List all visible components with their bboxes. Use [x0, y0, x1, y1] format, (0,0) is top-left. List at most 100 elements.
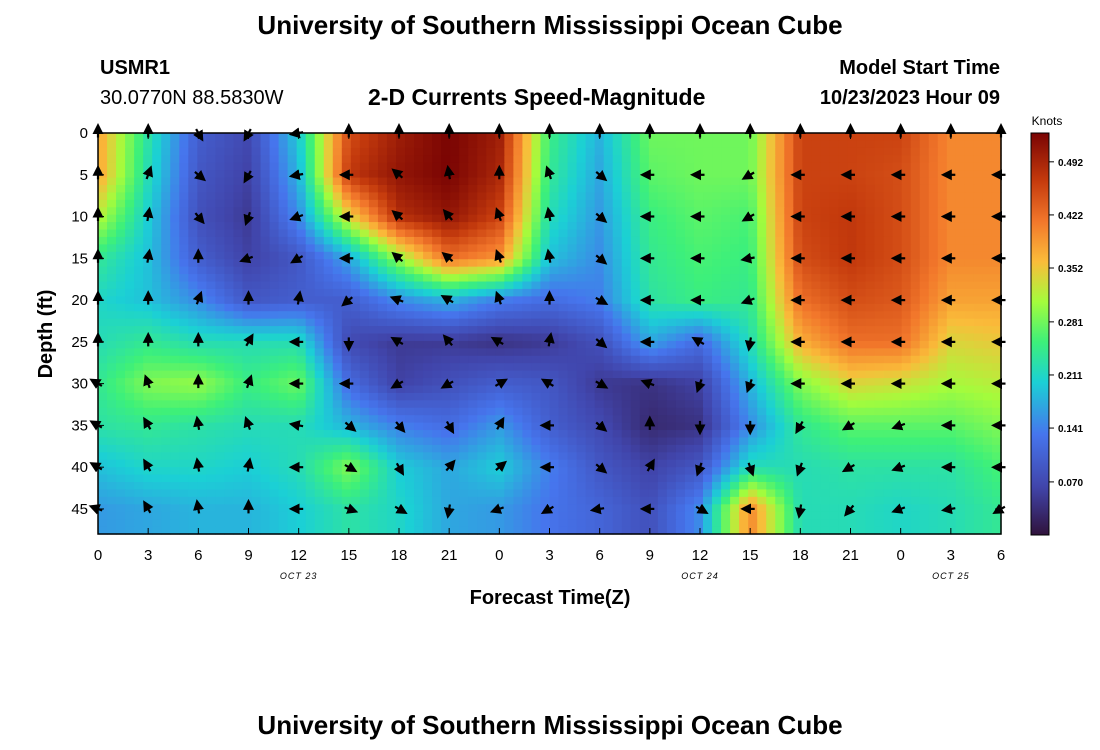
heatmap-cell — [414, 147, 424, 156]
heatmap-cell — [332, 162, 343, 171]
heatmap-cell — [883, 489, 894, 498]
heatmap-cell — [721, 155, 731, 164]
heatmap-cell — [757, 244, 767, 253]
heatmap-cell — [946, 147, 957, 156]
heatmap-cell — [856, 378, 867, 387]
heatmap-cell — [937, 274, 948, 283]
heatmap-cell — [657, 303, 668, 312]
heatmap-cell — [323, 288, 334, 297]
heatmap-cell — [928, 370, 939, 379]
heatmap-cell — [964, 177, 975, 186]
heatmap-cell — [730, 140, 740, 149]
heatmap-cell — [522, 170, 533, 179]
heatmap-cell — [314, 251, 325, 260]
heatmap-cell — [341, 355, 352, 364]
heatmap-cell — [531, 274, 542, 283]
heatmap-cell — [928, 318, 939, 327]
heatmap-cell — [188, 392, 198, 401]
heatmap-cell — [423, 407, 433, 416]
heatmap-cell — [937, 133, 948, 142]
heatmap-cell — [323, 482, 334, 491]
heatmap-cell — [269, 177, 280, 186]
heatmap-cell — [287, 363, 298, 372]
heatmap-cell — [287, 155, 298, 164]
heatmap-cell — [161, 236, 171, 245]
heatmap-cell — [143, 444, 153, 453]
heatmap-cell — [495, 437, 505, 446]
heatmap-cell — [594, 415, 605, 424]
heatmap-cell — [368, 296, 379, 305]
heatmap-cell — [739, 259, 749, 268]
heatmap-cell — [757, 229, 767, 238]
heatmap-cell — [829, 444, 840, 453]
heatmap-cell — [486, 363, 496, 372]
heatmap-cell — [269, 147, 280, 156]
heatmap-cell — [513, 407, 524, 416]
heatmap-cell — [179, 199, 189, 208]
heatmap-cell — [486, 140, 496, 149]
heatmap-cell — [793, 140, 803, 149]
heatmap-cell — [459, 355, 469, 364]
heatmap-cell — [468, 147, 478, 156]
heatmap-cell — [540, 437, 551, 446]
heatmap-cell — [377, 392, 388, 401]
heatmap-cell — [224, 162, 235, 171]
heatmap-cell — [937, 296, 948, 305]
heatmap-cell — [955, 415, 966, 424]
heatmap-cell — [802, 407, 812, 416]
heatmap-cell — [368, 274, 379, 283]
heatmap-cell — [197, 452, 207, 461]
heatmap-cell — [278, 199, 289, 208]
heatmap-cell — [242, 452, 253, 461]
heatmap-cell — [549, 303, 560, 312]
heatmap-cell — [793, 430, 803, 439]
heatmap-cell — [928, 311, 939, 320]
heatmap-cell — [775, 355, 785, 364]
heatmap-cell — [233, 430, 244, 439]
heatmap-cell — [865, 236, 876, 245]
heatmap-cell — [748, 392, 758, 401]
heatmap-cell — [486, 400, 496, 409]
heatmap-cell — [260, 155, 271, 164]
heatmap-cell — [973, 140, 984, 149]
heatmap-cell — [531, 415, 542, 424]
heatmap-cell — [206, 355, 216, 364]
heatmap-cell — [350, 147, 361, 156]
heatmap-cell — [703, 214, 713, 223]
heatmap-cell — [973, 222, 984, 231]
heatmap-cell — [675, 199, 686, 208]
heatmap-cell — [377, 184, 388, 194]
heatmap-cell — [684, 326, 695, 335]
heatmap-cell — [98, 222, 108, 231]
heatmap-cell — [332, 170, 343, 179]
heatmap-cell — [441, 229, 451, 238]
heatmap-cell — [621, 348, 632, 357]
heatmap-cell — [838, 385, 849, 394]
heatmap-cell — [450, 162, 460, 171]
heatmap-cell — [260, 400, 271, 409]
heatmap-cell — [278, 259, 289, 268]
heatmap-cell — [892, 184, 903, 194]
heatmap-cell — [495, 147, 505, 156]
heatmap-cell — [585, 199, 596, 208]
heatmap-cell — [739, 482, 749, 491]
heatmap-cell — [775, 348, 785, 357]
heatmap-cell — [558, 430, 569, 439]
heatmap-cell — [847, 133, 858, 142]
heatmap-cell — [350, 474, 361, 483]
heatmap-cell — [612, 444, 623, 453]
heatmap-cell — [107, 482, 117, 491]
heatmap-cell — [504, 370, 514, 379]
heatmap-cell — [432, 214, 442, 223]
heatmap-cell — [386, 415, 397, 424]
heatmap-cell — [486, 474, 496, 483]
heatmap-cell — [134, 177, 144, 186]
heatmap-cell — [838, 229, 849, 238]
heatmap-cell — [603, 199, 614, 208]
heatmap-cell — [901, 496, 912, 505]
heatmap-cell — [179, 452, 189, 461]
heatmap-cell — [414, 392, 424, 401]
heatmap-cell — [432, 437, 442, 446]
heatmap-cell — [477, 229, 487, 238]
heatmap-cell — [657, 333, 668, 342]
